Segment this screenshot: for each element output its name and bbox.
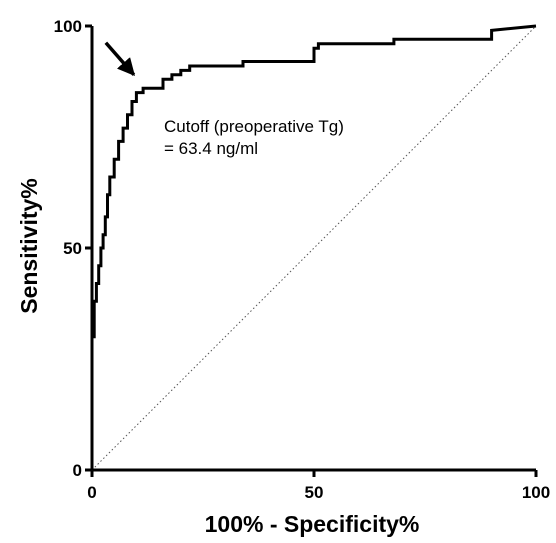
cutoff-annotation-line-1: Cutoff (preoperative Tg) [164, 117, 344, 136]
y-axis-label: Sensitivity% [16, 178, 42, 314]
roc-curve-line [90, 24, 537, 470]
y-ticks: 0 50 100 [54, 17, 92, 480]
y-tick-label: 50 [63, 239, 82, 258]
x-tick-label: 50 [305, 483, 324, 502]
y-tick-label: 0 [73, 461, 82, 480]
cutoff-annotation-line-2: = 63.4 ng/ml [164, 139, 258, 158]
x-axis-label: 100% - Specificity% [205, 511, 420, 537]
x-ticks: 0 50 100 [87, 470, 550, 502]
y-tick-label: 100 [54, 17, 82, 36]
x-tick-label: 0 [87, 483, 96, 502]
reference-diagonal-line [91, 25, 537, 471]
x-tick-label: 100 [522, 483, 550, 502]
cutoff-arrow [104, 41, 136, 77]
